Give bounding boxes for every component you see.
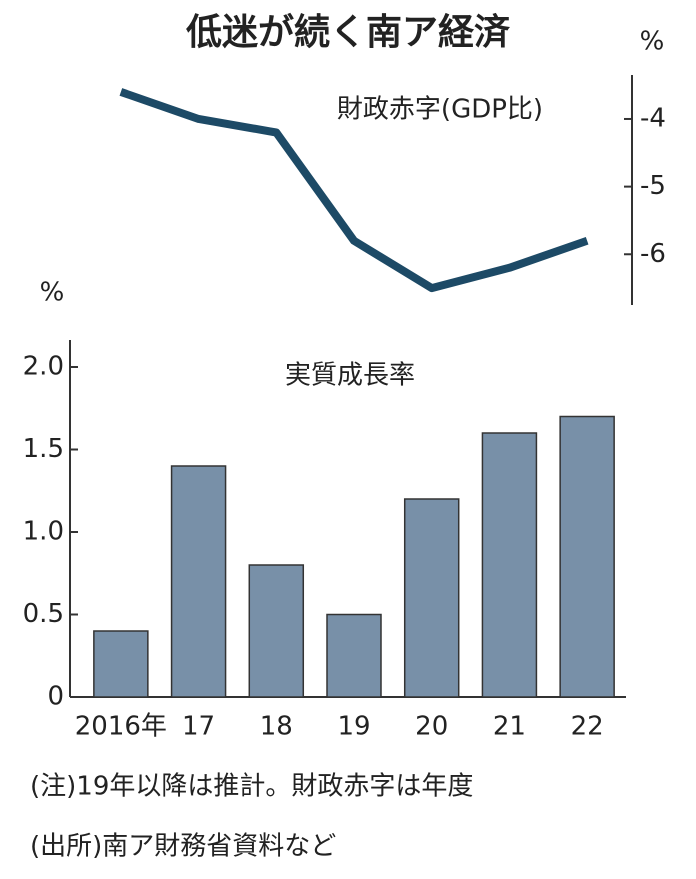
y-unit: % <box>40 278 65 308</box>
x-tick-label: 17 <box>182 712 215 742</box>
chart-title: 低迷が続く南ア経済 <box>186 12 510 53</box>
y2-unit: % <box>640 27 665 57</box>
bar <box>403 498 460 698</box>
y-tick-label: 1.5 <box>23 434 64 464</box>
y-tick-label: 2.0 <box>23 352 64 382</box>
note: (出所)南ア財務省資料など <box>30 832 336 862</box>
note: (注)19年以降は推計。財政赤字は年度 <box>30 772 473 802</box>
x-tick-label: 22 <box>571 712 604 742</box>
x-tick-label: 18 <box>260 712 293 742</box>
y-tick-label: 0.5 <box>23 599 64 629</box>
y-tick-label: 0 <box>47 682 64 712</box>
bar <box>248 564 305 698</box>
bar <box>481 432 538 698</box>
x-tick-label: 21 <box>493 712 526 742</box>
bar <box>559 415 615 698</box>
y-tick-label: 1.0 <box>23 517 64 547</box>
x-tick-label: 20 <box>415 712 448 742</box>
bar <box>326 613 382 698</box>
line <box>119 88 589 293</box>
series-label: 実質成長率 <box>285 361 415 391</box>
bar <box>93 630 149 698</box>
x-tick-label: 19 <box>337 712 370 742</box>
y2-tick-label: -4 <box>640 103 666 133</box>
x-tick-label: 2016年 <box>75 712 167 742</box>
y2-tick-label: -6 <box>640 239 666 269</box>
series-label: 財政赤字(GDP比) <box>337 95 543 125</box>
y2-tick-label: -5 <box>640 171 666 201</box>
bar <box>170 465 227 698</box>
